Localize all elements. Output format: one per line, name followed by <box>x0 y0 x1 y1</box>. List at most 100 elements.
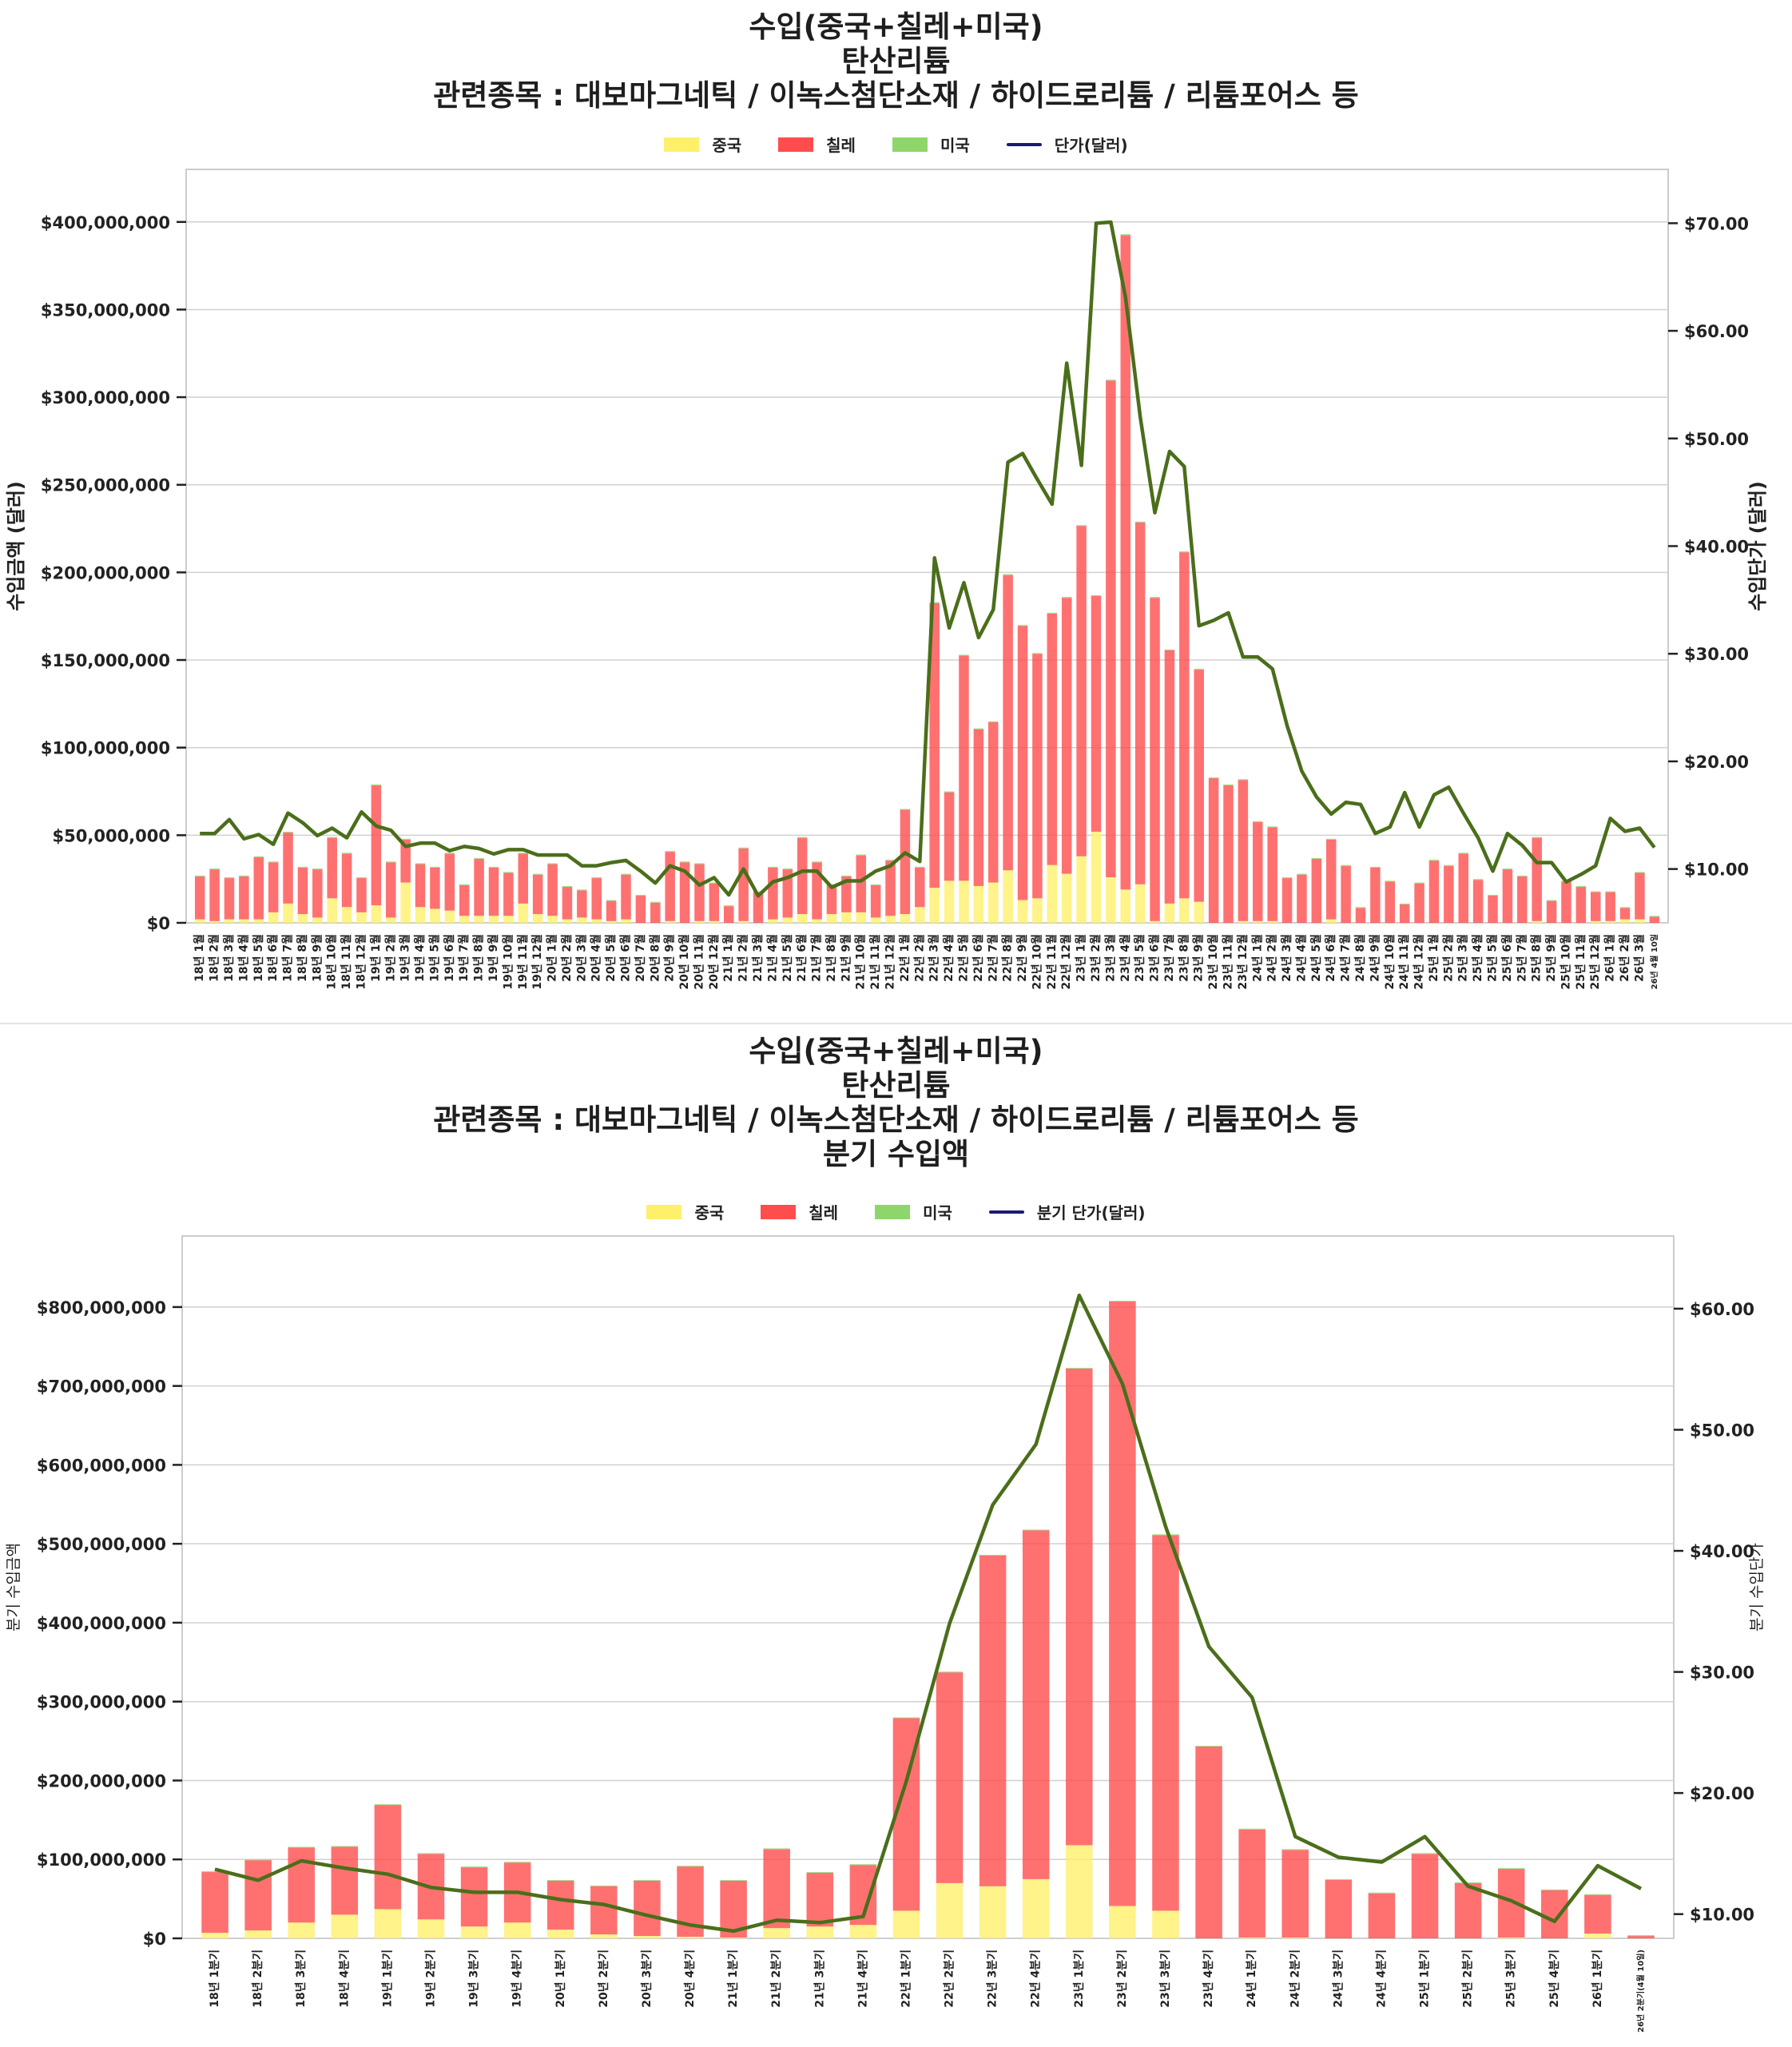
x-tick-label: 25년 2분기 <box>1462 1950 1475 2008</box>
x-tick-label: 20년 4월 <box>590 934 603 982</box>
x-tick-label: 18년 1월 <box>193 934 206 982</box>
y-tick-label: $200,000,000 <box>41 563 170 582</box>
bar-segment-chile <box>768 868 778 920</box>
bar-segment-chile <box>1650 916 1660 923</box>
bar-segment-usa <box>720 1880 747 1881</box>
bar-segment-chile <box>224 878 235 920</box>
bar-segment-chile <box>461 1867 488 1926</box>
bar-segment-chile <box>709 884 720 921</box>
x-tick-label: 21년 6월 <box>795 934 809 982</box>
y-tick-label: $500,000,000 <box>37 1535 166 1554</box>
bar-segment-china <box>900 914 911 923</box>
bar-segment-china <box>1150 921 1160 923</box>
bar-segment-chile <box>415 865 426 908</box>
x-tick-label: 20년 3분기 <box>641 1950 654 2008</box>
x-tick-label: 19년 4분기 <box>511 1950 524 2008</box>
bar-segment-chile <box>1109 1302 1136 1906</box>
bar-segment-china <box>1238 921 1249 923</box>
bar-segment-chile <box>342 853 352 907</box>
bar-segment-chile <box>936 1672 964 1883</box>
bar-segment-chile <box>1458 853 1468 923</box>
bar-segment-china <box>988 883 999 923</box>
bar-segment-china <box>209 921 220 923</box>
y-tick-label: $100,000,000 <box>37 1850 166 1870</box>
x-tick-label: 25년 4분기 <box>1548 1950 1561 2008</box>
x-tick-label: 21년 1분기 <box>727 1950 740 2008</box>
bar-segment-china <box>979 1886 1007 1938</box>
bar-segment-chile <box>1488 896 1498 923</box>
bar-segment-usa <box>763 1848 790 1849</box>
bar-segment-usa <box>268 861 279 862</box>
x-tick-label: 21년 8월 <box>824 934 838 982</box>
bar-segment-usa <box>797 837 808 838</box>
bar-segment-usa <box>244 1859 272 1860</box>
bar-segment-usa <box>1444 865 1454 866</box>
bar-segment-china <box>1605 921 1615 923</box>
x-tick-label: 22년 3월 <box>928 934 941 982</box>
bar-segment-china <box>709 921 720 923</box>
bar-segment-chile <box>1091 596 1102 832</box>
bar-segment-chile <box>1062 598 1072 873</box>
bar-segment-usa <box>533 874 543 875</box>
bar-segment-china <box>312 917 323 923</box>
x-tick-label: 20년 5월 <box>604 934 618 982</box>
bar-segment-china <box>332 1914 359 1938</box>
bar-segment-china <box>547 916 558 923</box>
x-tick-label: 20년 7월 <box>634 934 647 982</box>
bar-segment-usa <box>1297 874 1307 875</box>
bar-segment-china <box>1635 920 1645 923</box>
bar-segment-chile <box>1414 884 1424 923</box>
bar-segment-china <box>606 921 617 923</box>
bar-segment-china <box>474 916 484 923</box>
x-tick-label: 24년 2월 <box>1266 934 1279 982</box>
bar-segment-china <box>1152 1910 1179 1938</box>
bar-segment-usa <box>1326 839 1337 840</box>
bar-segment-usa <box>650 902 661 903</box>
bar-segment-usa <box>621 874 631 875</box>
y2-tick-label: $30.00 <box>1690 1663 1754 1683</box>
bar-segment-chile <box>915 868 925 907</box>
x-tick-label: 25년 3월 <box>1456 934 1470 982</box>
bar-segment-usa <box>562 886 573 887</box>
x-tick-label: 18년 7월 <box>281 934 295 982</box>
bar-segment-chile <box>474 859 484 916</box>
bar-segment-usa <box>1576 886 1587 887</box>
bar-segment-china <box>503 916 514 923</box>
bar-segment-china <box>430 908 440 923</box>
bar-segment-usa <box>634 1880 661 1881</box>
bar-segment-chile <box>1455 1883 1482 1938</box>
quarterly-chart-svg: $0$100,000,000$200,000,000$300,000,000$4… <box>0 1024 1792 2047</box>
x-tick-label: 18년 1분기 <box>209 1950 221 2008</box>
x-tick-label: 24년 3월 <box>1280 934 1293 982</box>
bar-segment-chile <box>591 878 602 920</box>
x-tick-label: 19년 8월 <box>472 934 486 982</box>
x-tick-label: 26년 1분기 <box>1591 1950 1604 2008</box>
bar-segment-usa <box>430 867 440 868</box>
bar-segment-chile <box>288 1847 315 1922</box>
y-tick-label: $400,000,000 <box>41 213 170 233</box>
x-tick-label: 24년 12월 <box>1413 934 1426 990</box>
bar-segment-china <box>244 1930 272 1938</box>
bar-segment-china <box>268 912 279 923</box>
bar-segment-usa <box>1091 595 1102 596</box>
bar-segment-usa <box>1209 777 1219 778</box>
bar-segment-china <box>893 1910 920 1938</box>
bar-segment-china <box>386 917 396 923</box>
x-tick-label: 23년 9월 <box>1192 934 1206 982</box>
x-tick-label: 18년 3월 <box>222 934 236 982</box>
bar-segment-usa <box>738 848 749 849</box>
bar-segment-chile <box>1003 575 1013 871</box>
bar-segment-china <box>783 917 793 923</box>
x-tick-label: 23년 3월 <box>1103 934 1117 982</box>
x-tick-label: 19년 7월 <box>457 934 471 982</box>
bar-segment-china <box>797 914 808 923</box>
bar-segment-usa <box>812 861 822 862</box>
x-tick-label: 25년 1월 <box>1427 934 1440 982</box>
y-tick-label: $300,000,000 <box>41 388 170 407</box>
x-tick-label: 19년 4월 <box>413 934 427 982</box>
bar-segment-usa <box>1312 858 1322 859</box>
bar-segment-chile <box>1412 1854 1439 1938</box>
x-tick-label: 21년 3분기 <box>813 1950 826 2008</box>
x-tick-label: 22년 7월 <box>986 934 999 982</box>
x-tick-label: 25년 1분기 <box>1419 1950 1432 2008</box>
